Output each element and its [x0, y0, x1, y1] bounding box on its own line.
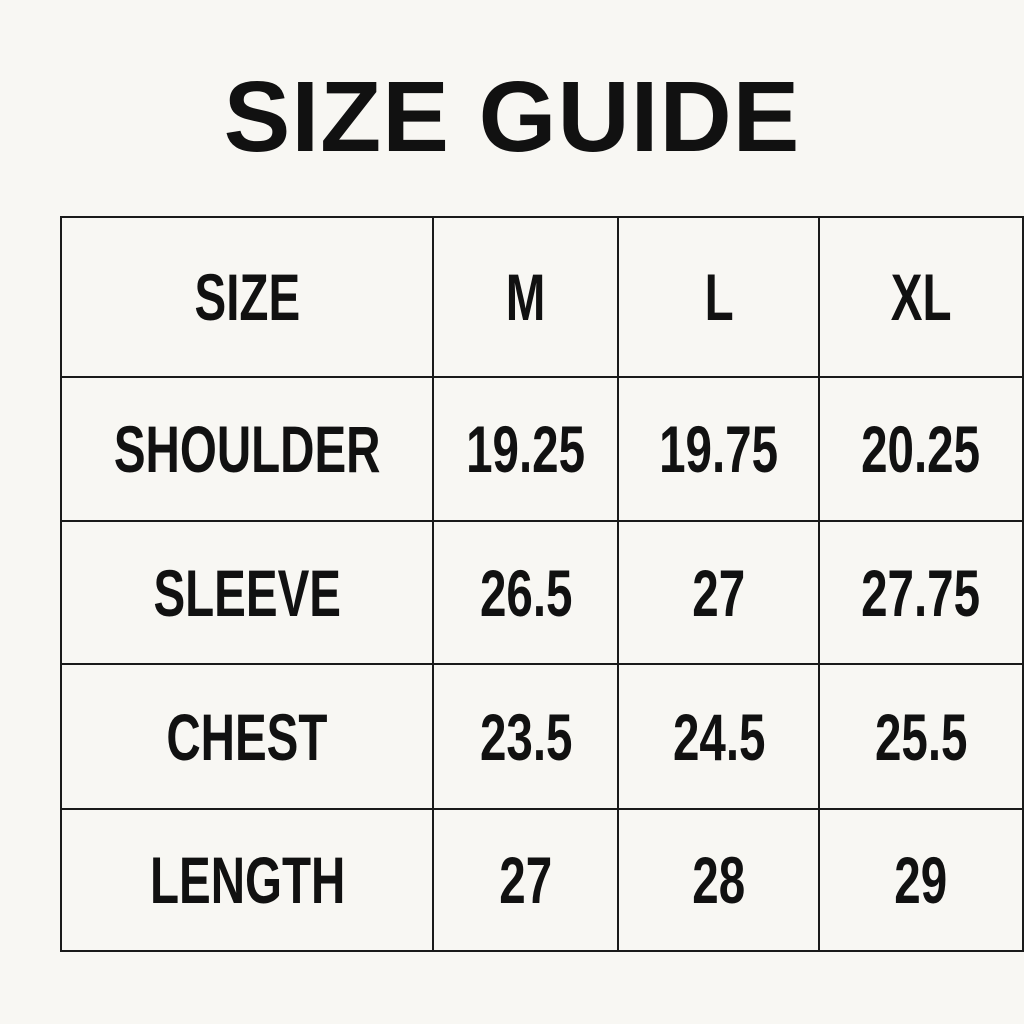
row-label: SLEEVE: [153, 555, 341, 630]
cell-value: 25.5: [874, 699, 968, 774]
table-cell: 27.75: [818, 520, 1024, 665]
header-label: M: [506, 260, 546, 334]
size-table: SIZE M L XL SHOULDER 19.25 19.75 20.25 S…: [59, 216, 1024, 952]
row-label-cell: SLEEVE: [59, 520, 435, 665]
cell-value: 27: [692, 555, 746, 630]
header-cell: M: [432, 216, 620, 378]
row-label: CHEST: [166, 699, 328, 774]
table-header-row: SIZE M L XL: [59, 216, 1024, 378]
header-cell: SIZE: [59, 216, 435, 378]
header-cell: L: [617, 216, 821, 378]
cell-value: 27.75: [861, 555, 981, 630]
table-cell: 26.5: [432, 520, 620, 665]
row-label: SHOULDER: [113, 412, 381, 486]
header-label: SIZE: [194, 260, 300, 334]
cell-value: 24.5: [672, 699, 765, 774]
header-label: XL: [890, 260, 952, 334]
table-row: SLEEVE 26.5 27 27.75: [59, 520, 1024, 665]
table-cell: 27: [617, 520, 821, 665]
table-cell: 19.75: [617, 376, 821, 522]
table-cell: 28: [617, 808, 821, 952]
table-row: SHOULDER 19.25 19.75 20.25: [59, 376, 1024, 522]
table-cell: 20.25: [818, 376, 1024, 522]
table-cell: 25.5: [818, 663, 1024, 810]
cell-value: 23.5: [479, 699, 573, 774]
cell-value: 19.75: [659, 412, 779, 486]
table-cell: 27: [432, 808, 620, 952]
table-cell: 24.5: [617, 663, 821, 810]
cell-value: 29: [894, 843, 948, 917]
table-cell: 23.5: [432, 663, 620, 810]
header-label: L: [704, 260, 734, 334]
table-cell: 19.25: [432, 376, 620, 522]
cell-value: 19.25: [466, 412, 586, 486]
row-label-cell: CHEST: [59, 663, 435, 810]
page-title: SIZE GUIDE: [223, 61, 801, 173]
header-cell: XL: [818, 216, 1024, 378]
table-cell: 29: [818, 808, 1024, 952]
row-label-cell: LENGTH: [59, 808, 435, 952]
row-label: LENGTH: [149, 843, 345, 917]
row-label-cell: SHOULDER: [59, 376, 435, 522]
cell-value: 27: [499, 843, 553, 917]
table-row: LENGTH 27 28 29: [59, 808, 1024, 952]
cell-value: 26.5: [479, 555, 573, 630]
cell-value: 20.25: [861, 412, 981, 486]
cell-value: 28: [692, 843, 746, 917]
table-row: CHEST 23.5 24.5 25.5: [59, 663, 1024, 810]
